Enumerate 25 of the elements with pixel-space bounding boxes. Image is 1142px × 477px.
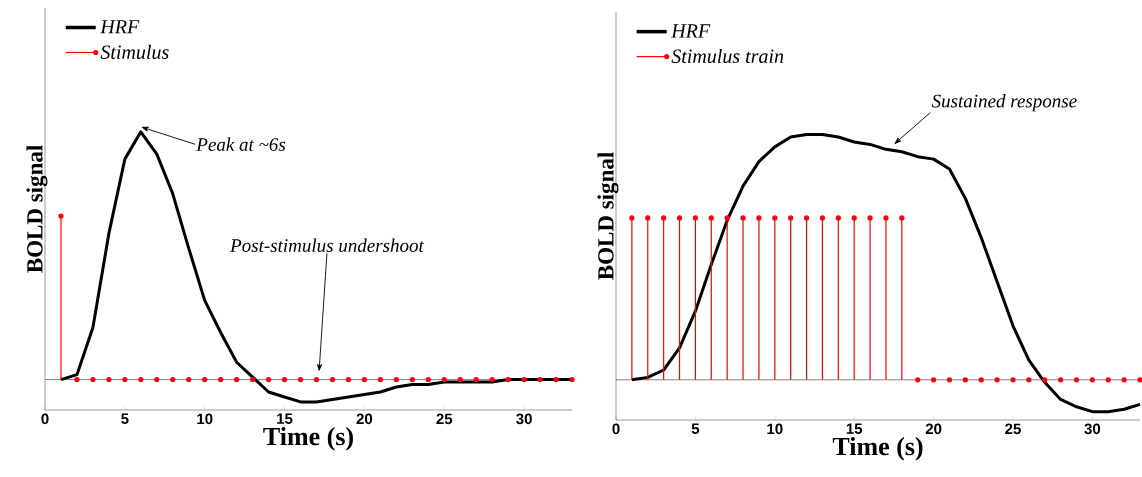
legend-label: HRF [100, 20, 140, 34]
x-tick-label: 20 [925, 423, 942, 435]
x-tick-label: 5 [691, 423, 700, 434]
x-tick-label: 25 [436, 413, 453, 425]
legend-label: Stimulus train [671, 48, 784, 64]
x-tick-label: 15 [846, 423, 863, 434]
x-tick-label: 5 [121, 413, 129, 424]
annotation: Sustained response [931, 94, 1077, 112]
x-tick-label: 30 [516, 413, 532, 425]
x-tick-label: 10 [197, 413, 213, 425]
x-tick-label: 10 [767, 423, 783, 435]
y-axis-title: BOLD signal [26, 145, 48, 273]
x-tick-label: 20 [356, 413, 373, 425]
legend-label: Stimulus [100, 44, 169, 59]
x-tick-label: 25 [1005, 423, 1021, 435]
x-tick-label: 15 [277, 413, 293, 424]
x-tick-label: 30 [1084, 423, 1101, 435]
x-tick-label: 0 [41, 413, 49, 425]
annotation: Peak at ~6s [196, 137, 286, 151]
legend-label: HRF [671, 24, 711, 38]
x-axis-title: Time (s) [263, 427, 353, 451]
x-axis-title: Time (s) [832, 437, 923, 461]
x-tick-label: 0 [612, 423, 620, 435]
annotation: Post-stimulus undershoot [229, 238, 425, 253]
y-axis-title: BOLD signal [597, 152, 619, 280]
